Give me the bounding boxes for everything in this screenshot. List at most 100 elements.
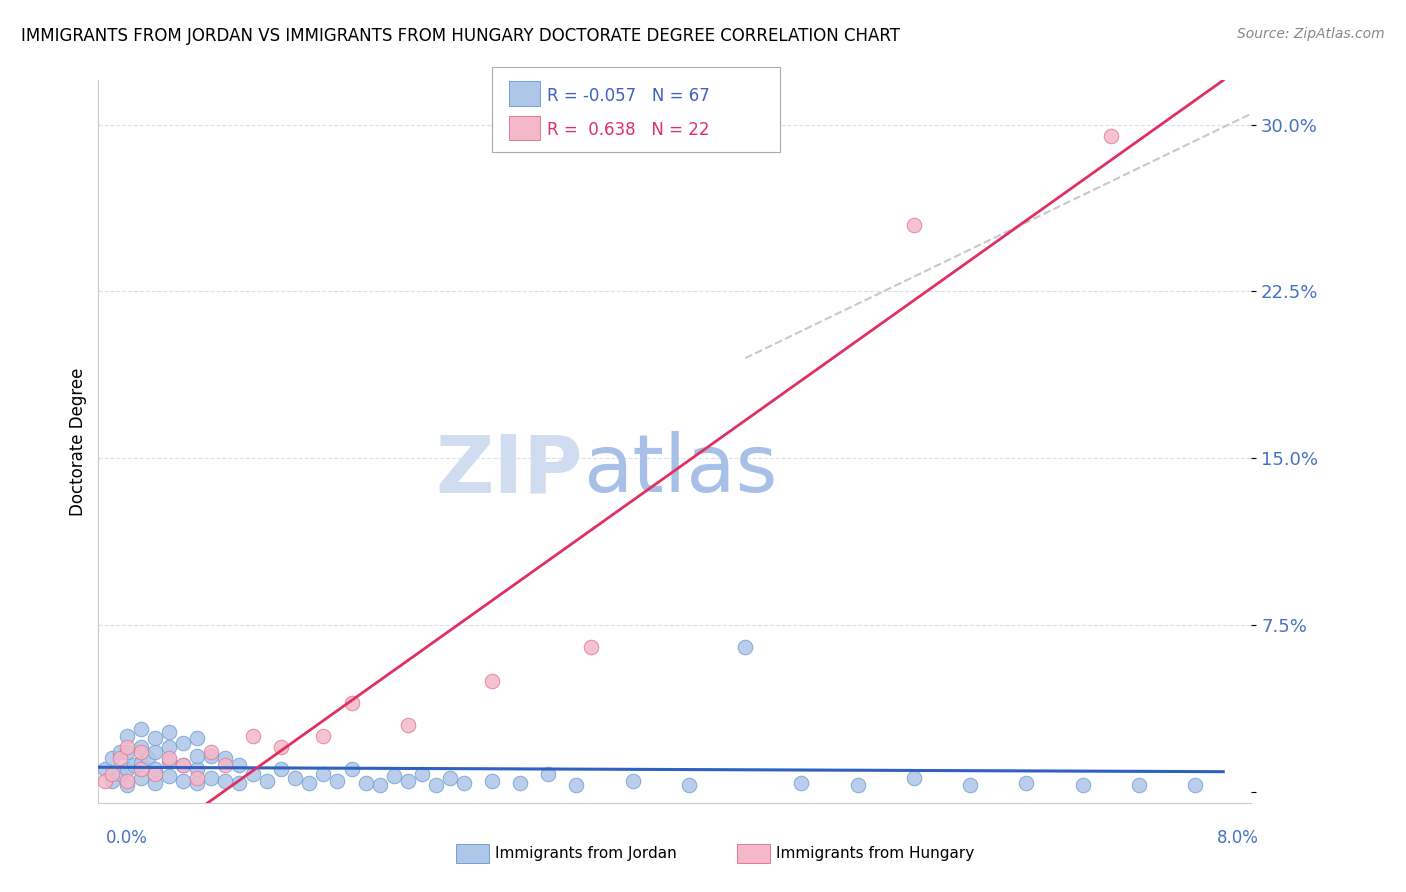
Point xyxy=(129,740,152,755)
Text: Source: ZipAtlas.com: Source: ZipAtlas.com xyxy=(1237,27,1385,41)
Point xyxy=(509,776,531,790)
Point xyxy=(143,767,166,781)
Point xyxy=(270,740,292,755)
Point xyxy=(101,773,124,788)
Point xyxy=(411,767,433,781)
Text: atlas: atlas xyxy=(582,432,778,509)
Point xyxy=(186,772,208,786)
Point xyxy=(439,772,461,786)
Text: 8.0%: 8.0% xyxy=(1216,829,1258,847)
Point xyxy=(129,723,152,737)
Text: IMMIGRANTS FROM JORDAN VS IMMIGRANTS FROM HUNGARY DOCTORATE DEGREE CORRELATION C: IMMIGRANTS FROM JORDAN VS IMMIGRANTS FRO… xyxy=(21,27,900,45)
Point xyxy=(172,758,194,772)
Point xyxy=(129,772,152,786)
Point xyxy=(143,731,166,746)
Point xyxy=(396,718,419,732)
Point xyxy=(172,736,194,750)
Point xyxy=(734,640,756,655)
Point xyxy=(115,740,138,755)
Point xyxy=(1015,776,1038,790)
Point xyxy=(108,751,131,765)
Point xyxy=(396,773,419,788)
Point xyxy=(340,763,363,777)
Point xyxy=(1128,778,1150,792)
Point xyxy=(129,763,152,777)
Point xyxy=(1071,778,1094,792)
Text: ZIP: ZIP xyxy=(436,432,582,509)
Point xyxy=(200,772,222,786)
Point xyxy=(143,763,166,777)
Point xyxy=(115,778,138,792)
Point xyxy=(579,640,602,655)
Point xyxy=(172,773,194,788)
Point xyxy=(228,758,250,772)
Text: R =  0.638   N = 22: R = 0.638 N = 22 xyxy=(547,121,710,139)
Text: 0.0%: 0.0% xyxy=(105,829,148,847)
Point xyxy=(959,778,981,792)
Point xyxy=(157,724,180,739)
Point xyxy=(115,729,138,743)
Point xyxy=(214,773,236,788)
Point xyxy=(242,729,264,743)
Point xyxy=(298,776,321,790)
Point xyxy=(157,740,180,755)
Point xyxy=(312,767,335,781)
Point xyxy=(129,745,152,759)
Point xyxy=(481,673,503,688)
Point xyxy=(903,218,925,232)
Point xyxy=(122,758,145,772)
Point xyxy=(481,773,503,788)
Point xyxy=(326,773,349,788)
Point xyxy=(678,778,700,792)
Point xyxy=(200,749,222,764)
Point xyxy=(101,751,124,765)
Point xyxy=(354,776,377,790)
Point xyxy=(228,776,250,790)
Point xyxy=(200,745,222,759)
Text: Immigrants from Jordan: Immigrants from Jordan xyxy=(495,847,676,861)
Point xyxy=(790,776,813,790)
Point xyxy=(157,751,180,765)
Point xyxy=(270,763,292,777)
Point xyxy=(846,778,869,792)
Point xyxy=(214,751,236,765)
Point xyxy=(903,772,925,786)
Point xyxy=(186,731,208,746)
Point xyxy=(94,763,117,777)
Point xyxy=(115,745,138,759)
Point xyxy=(1099,128,1122,143)
Point xyxy=(565,778,588,792)
Y-axis label: Doctorate Degree: Doctorate Degree xyxy=(69,368,87,516)
Point xyxy=(157,754,180,768)
Point xyxy=(242,767,264,781)
Point xyxy=(340,696,363,710)
Point xyxy=(425,778,447,792)
Point xyxy=(214,758,236,772)
Point xyxy=(312,729,335,743)
Point xyxy=(94,773,117,788)
Text: Immigrants from Hungary: Immigrants from Hungary xyxy=(776,847,974,861)
Point xyxy=(172,758,194,772)
Text: R = -0.057   N = 67: R = -0.057 N = 67 xyxy=(547,87,710,104)
Point xyxy=(157,769,180,783)
Point xyxy=(186,749,208,764)
Point xyxy=(186,763,208,777)
Point xyxy=(1184,778,1206,792)
Point xyxy=(108,767,131,781)
Point xyxy=(115,773,138,788)
Point xyxy=(621,773,644,788)
Point xyxy=(136,751,159,765)
Point xyxy=(453,776,475,790)
Point xyxy=(368,778,391,792)
Point xyxy=(101,767,124,781)
Point xyxy=(108,745,131,759)
Point xyxy=(256,773,278,788)
Point xyxy=(537,767,560,781)
Point xyxy=(143,776,166,790)
Point xyxy=(186,776,208,790)
Point xyxy=(143,745,166,759)
Point xyxy=(284,772,307,786)
Point xyxy=(115,763,138,777)
Point xyxy=(382,769,405,783)
Point xyxy=(129,756,152,770)
